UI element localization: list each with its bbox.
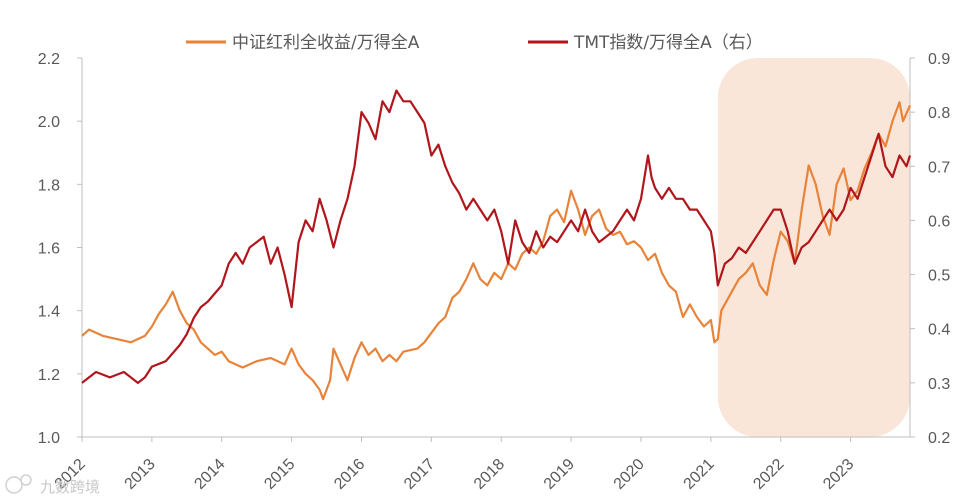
x-tick-label: 2021 xyxy=(680,456,717,493)
right-tick-label: 0.3 xyxy=(928,376,950,393)
brand-logo-dot-icon xyxy=(20,474,32,486)
x-tick-label: 2022 xyxy=(750,456,787,493)
watermark: 九数跨境 xyxy=(5,474,100,496)
right-tick-label: 0.5 xyxy=(928,268,950,285)
x-tick-label: 2013 xyxy=(122,456,159,493)
right-tick-label: 0.2 xyxy=(928,430,950,447)
x-tick-label: 2019 xyxy=(541,456,578,493)
legend-label-tmt: TMT指数/万得全A（右） xyxy=(573,33,763,53)
x-tick-label: 2016 xyxy=(331,456,368,493)
watermark-text: 九数跨境 xyxy=(40,478,100,496)
legend: 中证红利全收益/万得全A TMT指数/万得全A（右） xyxy=(186,33,763,53)
series-dividend-line xyxy=(81,101,912,401)
series-lines xyxy=(81,89,912,401)
right-tick-label: 0.4 xyxy=(928,322,950,339)
highlight-region xyxy=(717,58,910,437)
brand-logo-icon xyxy=(5,476,23,494)
x-tick-label: 2020 xyxy=(611,456,648,493)
highlight-band xyxy=(717,58,910,437)
right-tick-label: 0.9 xyxy=(928,51,950,68)
left-tick-label: 1.8 xyxy=(38,177,60,194)
left-tick-label: 1.2 xyxy=(38,367,60,384)
x-tick-label: 2023 xyxy=(820,456,857,493)
right-tick-label: 0.6 xyxy=(928,213,950,230)
left-tick-label: 1.6 xyxy=(38,241,60,258)
x-tick-label: 2015 xyxy=(261,456,298,493)
x-tick-label: 2017 xyxy=(401,456,438,493)
x-tick-label: 2014 xyxy=(191,456,228,493)
right-tick-label: 0.7 xyxy=(928,159,950,176)
x-tick-label: 2018 xyxy=(471,456,508,493)
right-tick-label: 0.8 xyxy=(928,105,950,122)
x-axis-ticks: 2012 2013 2014 2015 2016 2017 2018 2019 2020 2021… xyxy=(52,437,858,493)
left-tick-label: 1.0 xyxy=(38,430,60,447)
left-tick-label: 2.2 xyxy=(38,51,60,68)
left-tick-label: 2.0 xyxy=(38,114,60,131)
left-axis-ticks: 1.0 1.2 1.4 1.6 1.8 2.0 2.2 xyxy=(38,51,82,447)
right-axis-ticks: 0.2 0.3 0.4 0.5 0.6 0.7 0.8 0.9 xyxy=(910,51,950,447)
left-tick-label: 1.4 xyxy=(38,304,60,321)
series-tmt-line xyxy=(81,89,912,384)
legend-label-dividend: 中证红利全收益/万得全A xyxy=(232,33,420,53)
plot-axes xyxy=(81,58,911,438)
